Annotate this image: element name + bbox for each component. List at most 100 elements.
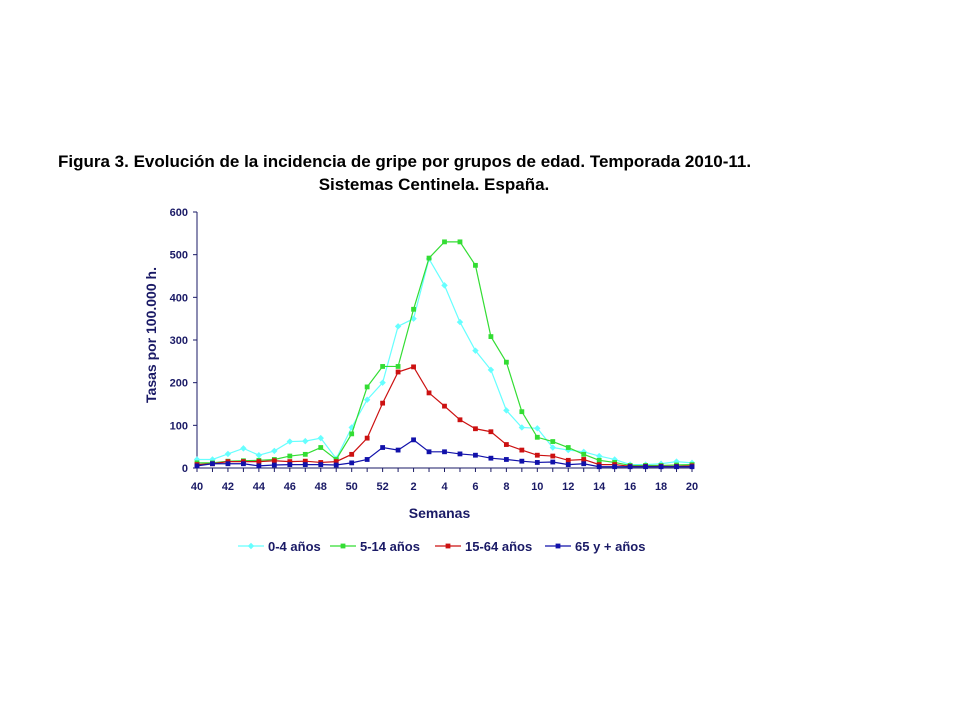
data-point xyxy=(457,417,463,423)
x-tick-label: 4 xyxy=(441,481,448,493)
data-point xyxy=(441,282,448,289)
data-point xyxy=(364,457,370,462)
x-tick-label: 16 xyxy=(624,481,636,493)
data-point xyxy=(689,464,695,470)
data-point xyxy=(456,318,464,326)
data-point xyxy=(380,400,386,406)
data-point xyxy=(534,425,541,432)
data-point xyxy=(550,459,556,465)
data-point xyxy=(550,453,556,459)
legend-item: 5-14 años xyxy=(330,539,420,554)
data-point xyxy=(595,452,603,460)
legend-swatch-marker xyxy=(340,543,346,549)
x-tick-label: 46 xyxy=(284,481,296,493)
data-point xyxy=(287,459,293,464)
data-point xyxy=(411,364,416,370)
data-point xyxy=(210,461,215,467)
legend-label: 15-64 años xyxy=(465,539,532,554)
data-point xyxy=(473,262,478,268)
data-point xyxy=(534,452,540,458)
data-point xyxy=(534,460,540,465)
data-point xyxy=(333,462,339,468)
data-point xyxy=(302,458,308,464)
data-point xyxy=(287,462,293,467)
x-tick-label: 40 xyxy=(191,481,203,493)
legend-item: 65 y + años xyxy=(545,539,645,554)
data-point xyxy=(565,445,571,450)
x-axis-title: Semanas xyxy=(409,505,471,521)
data-point xyxy=(457,451,463,457)
data-point xyxy=(627,464,633,470)
data-point xyxy=(271,447,278,455)
data-point xyxy=(473,452,478,458)
series-2 xyxy=(194,239,695,468)
data-point xyxy=(565,462,571,467)
data-point xyxy=(549,444,556,451)
plot-area xyxy=(193,239,696,470)
data-point xyxy=(194,463,200,469)
chart-title-line-1: Figura 3. Evolución de la incidencia de … xyxy=(58,152,752,171)
x-tick-label: 8 xyxy=(503,481,509,493)
x-tick-label: 42 xyxy=(222,481,234,493)
series-4 xyxy=(194,437,695,470)
legend-label: 0-4 años xyxy=(268,539,321,554)
data-point xyxy=(411,306,416,312)
data-point xyxy=(457,239,463,245)
data-point xyxy=(473,426,478,432)
x-tick-label: 12 xyxy=(562,481,574,493)
data-point xyxy=(581,461,587,467)
data-point xyxy=(488,334,494,339)
x-tick-label: 18 xyxy=(655,481,667,493)
data-point xyxy=(643,464,648,470)
data-point xyxy=(503,407,510,414)
data-point xyxy=(333,459,339,464)
y-tick-label: 300 xyxy=(170,335,188,347)
data-point xyxy=(503,457,509,462)
x-tick-label: 44 xyxy=(253,481,266,493)
data-point xyxy=(674,464,679,470)
y-axis-title: Tasas por 100.000 h. xyxy=(143,267,159,403)
legend-swatch-marker xyxy=(445,543,451,549)
legend-label: 65 y + años xyxy=(575,539,645,554)
data-point xyxy=(380,364,386,369)
data-point xyxy=(488,455,494,461)
data-point xyxy=(612,464,618,470)
data-point xyxy=(364,384,370,390)
y-tick-label: 200 xyxy=(170,378,188,390)
legend-item: 0-4 años xyxy=(238,539,321,554)
data-point xyxy=(363,396,371,403)
x-tick-label: 10 xyxy=(531,481,543,493)
data-point xyxy=(318,462,324,467)
data-point xyxy=(519,409,525,415)
x-tick-label: 52 xyxy=(377,481,389,493)
y-tick-label: 400 xyxy=(170,292,188,304)
data-point xyxy=(349,431,355,437)
data-point xyxy=(596,457,602,463)
data-point xyxy=(349,460,355,466)
y-tick-label: 600 xyxy=(170,207,188,219)
data-point xyxy=(349,451,355,457)
data-point xyxy=(519,458,525,464)
legend-swatch-marker xyxy=(247,542,255,550)
y-tick-label: 100 xyxy=(170,420,188,432)
data-point xyxy=(488,429,494,435)
data-point xyxy=(442,403,447,409)
data-point xyxy=(411,437,416,443)
data-point xyxy=(255,452,263,459)
data-point xyxy=(380,445,386,450)
series-line xyxy=(197,241,693,467)
data-point xyxy=(379,379,386,386)
data-point xyxy=(225,461,231,467)
data-point xyxy=(302,462,308,467)
data-point xyxy=(364,435,370,441)
data-point xyxy=(565,457,571,463)
data-point xyxy=(534,434,540,440)
data-point xyxy=(287,453,293,459)
data-point xyxy=(224,450,232,458)
data-point xyxy=(426,390,432,396)
data-point xyxy=(302,451,308,457)
data-point xyxy=(240,445,247,452)
legend: 0-4 años 5-14 años 15-64 años 65 y + años xyxy=(238,539,645,554)
